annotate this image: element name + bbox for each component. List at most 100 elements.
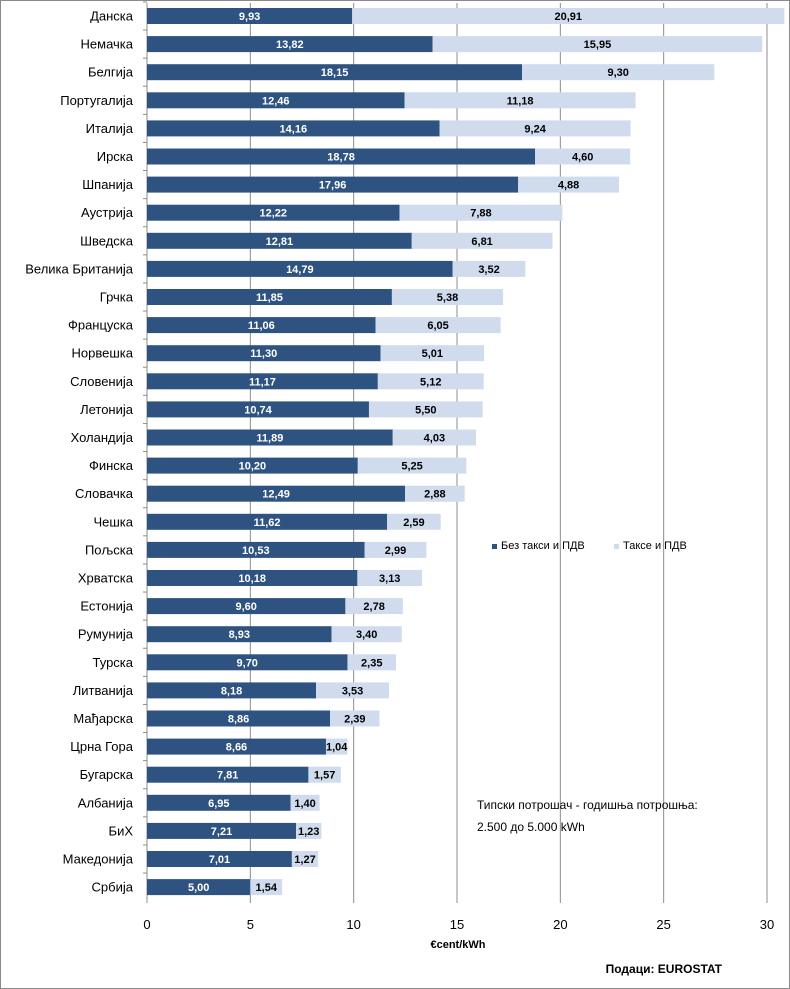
category-label: Немачка xyxy=(81,37,134,52)
bar-taxes xyxy=(330,710,380,727)
bar-base xyxy=(147,36,433,53)
x-axis-label: €cent/kWh xyxy=(430,939,485,951)
bar-taxes xyxy=(291,851,319,867)
bar-taxes xyxy=(387,513,441,530)
bar-taxes xyxy=(439,120,631,137)
data-label-taxes: 1,23 xyxy=(298,826,319,838)
data-label-taxes: 5,12 xyxy=(420,376,441,388)
data-label-base: 11,17 xyxy=(249,376,276,388)
data-label-taxes: 1,57 xyxy=(314,770,335,782)
bar-base xyxy=(147,598,346,615)
bars: 9,93 20,91 13,82 15,95 18,15 9,30 12,46 11,18 14… xyxy=(147,8,785,896)
data-label-taxes: 4,88 xyxy=(558,180,579,192)
bar-taxes xyxy=(352,8,785,24)
bar-taxes xyxy=(432,36,763,53)
category-label: Пољска xyxy=(85,542,134,557)
bar-taxes xyxy=(364,541,427,558)
bar-base xyxy=(147,794,291,811)
bar-taxes xyxy=(368,401,483,418)
category-labels: Данска Немачка Белгија Португалија Италија Ир… xyxy=(25,9,134,895)
bar-base xyxy=(147,879,251,896)
x-tick-label: 20 xyxy=(553,917,567,932)
data-label-base: 14,79 xyxy=(286,264,314,276)
data-label-base: 18,15 xyxy=(321,67,349,79)
category-label: Аустрија xyxy=(81,205,134,220)
bar-base xyxy=(147,401,369,418)
data-label-taxes: 6,05 xyxy=(427,320,448,332)
data-label-taxes: 2,99 xyxy=(385,545,406,557)
category-label: Естонија xyxy=(80,599,133,614)
bar-taxes xyxy=(522,64,715,81)
category-label: Белгија xyxy=(88,65,134,80)
data-label-taxes: 6,81 xyxy=(471,236,492,248)
data-label-taxes: 4,60 xyxy=(572,152,593,164)
bar-taxes xyxy=(391,289,504,305)
bar-taxes xyxy=(392,429,477,446)
legend-label-base: Без такси и ПДВ xyxy=(501,540,585,552)
bar-base xyxy=(147,738,326,755)
data-label-base: 11,30 xyxy=(250,348,277,360)
category-label: Летонија xyxy=(80,402,134,417)
bar-base xyxy=(147,626,332,643)
bar-taxes xyxy=(535,148,631,165)
data-label-taxes: 3,53 xyxy=(342,685,363,697)
bar-taxes xyxy=(377,373,484,390)
category-label: Мађарска xyxy=(73,711,133,726)
category-label: Грчка xyxy=(100,290,134,305)
data-label-base: 5,00 xyxy=(188,882,209,894)
bar-taxes xyxy=(357,570,423,586)
bar-base xyxy=(147,457,358,474)
bar-taxes xyxy=(250,879,283,896)
category-label: Норвешка xyxy=(72,346,134,361)
bar-taxes xyxy=(399,204,563,221)
data-label-base: 13,82 xyxy=(276,39,304,51)
bar-taxes xyxy=(331,626,402,643)
category-label: Чешка xyxy=(93,514,133,529)
category-label: Србија xyxy=(92,880,134,895)
data-label-base: 12,81 xyxy=(266,236,294,248)
bar-base xyxy=(147,317,376,334)
data-label-taxes: 3,13 xyxy=(379,573,400,585)
data-label-base: 6,95 xyxy=(208,798,229,810)
data-label-base: 12,22 xyxy=(260,208,288,220)
category-label: Албанија xyxy=(78,795,134,810)
legend-label-taxes: Таксе и ПДВ xyxy=(623,540,687,552)
bar-taxes xyxy=(347,654,397,671)
bar-taxes xyxy=(518,176,620,193)
data-label-base: 10,20 xyxy=(239,461,267,473)
data-label-base: 7,01 xyxy=(209,854,230,866)
data-label-base: 10,18 xyxy=(238,573,266,585)
category-label: Бугарска xyxy=(80,767,134,782)
data-label-taxes: 2,78 xyxy=(363,601,384,613)
data-label-taxes: 3,40 xyxy=(356,629,377,641)
data-label-taxes: 5,25 xyxy=(401,461,422,473)
data-label-taxes: 1,54 xyxy=(256,882,278,894)
category-label: Велика Британија xyxy=(25,261,134,276)
category-label: Хрватска xyxy=(78,571,134,586)
bar-base xyxy=(147,232,412,249)
data-label-taxes: 9,24 xyxy=(524,123,546,135)
bar-taxes xyxy=(290,794,320,811)
data-label-taxes: 20,91 xyxy=(555,11,583,23)
x-tick-label: 15 xyxy=(450,917,464,932)
data-label-base: 8,86 xyxy=(228,714,249,726)
category-label: Холандија xyxy=(71,430,134,445)
data-label-base: 7,81 xyxy=(217,770,238,782)
data-label-base: 8,93 xyxy=(229,629,250,641)
data-label-base: 9,70 xyxy=(237,657,258,669)
bar-taxes xyxy=(325,738,348,755)
x-tick-label: 10 xyxy=(346,917,360,932)
bar-taxes xyxy=(316,682,390,699)
category-label: Финска xyxy=(89,458,134,473)
bar-taxes xyxy=(345,598,403,615)
category-label: Ирска xyxy=(97,149,134,164)
x-tick-label: 25 xyxy=(656,917,670,932)
bar-base xyxy=(147,373,378,390)
data-label-taxes: 11,18 xyxy=(507,95,534,107)
category-label: Турска xyxy=(93,655,134,670)
x-tick-label: 5 xyxy=(247,917,254,932)
category-label: Француска xyxy=(68,318,134,333)
data-label-taxes: 2,35 xyxy=(361,657,382,669)
x-tick-label: 30 xyxy=(760,917,774,932)
